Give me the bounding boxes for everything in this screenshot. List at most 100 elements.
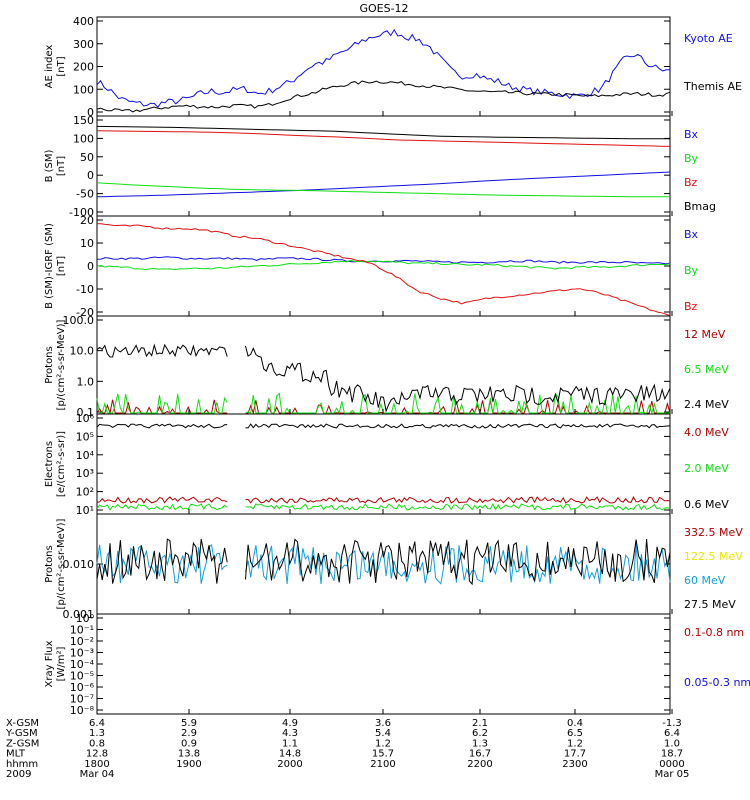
y-axis-label: Electrons: [44, 441, 55, 487]
axis-row-value: 17.7: [564, 749, 586, 760]
y-tick-label: 10⁵: [76, 430, 94, 443]
y-tick-label: 50: [80, 151, 94, 164]
axis-row-value: 2200: [467, 759, 492, 770]
legend-label: Bz: [684, 176, 698, 189]
y-tick-label: 10⁻⁴: [70, 658, 95, 671]
y-axis-label: Xray Flux: [44, 640, 55, 687]
panel-frame: [96, 413, 671, 515]
y-tick-label: 300: [73, 38, 94, 51]
axis-row-label: 2009: [6, 769, 31, 780]
panel-6: 0.010 0.001 Protons [p/(cm²-s-sr-MeV)] 332.5…: [44, 513, 743, 621]
y-tick-label: 10⁻²: [70, 635, 94, 648]
series-6-5-mev: [245, 392, 670, 415]
axis-row-value: 18.7: [661, 749, 683, 760]
plot-title: GOES-12: [359, 2, 408, 15]
y-tick-label: 100: [73, 83, 94, 96]
axis-row-value: 6.4: [89, 718, 105, 729]
axis-row-label: X-GSM: [6, 718, 39, 729]
legend-label: By: [684, 152, 699, 165]
y-tick-label: 200: [73, 61, 94, 74]
y-tick-label: 10⁻⁸: [70, 704, 95, 717]
axis-row-value: 6.2: [472, 728, 488, 739]
axis-row-label: Y-GSM: [5, 728, 38, 739]
axis-row-value: 2300: [562, 759, 587, 770]
legend-label: 6.5 MeV: [684, 363, 729, 376]
axis-row-value: 0.9: [181, 738, 197, 749]
y-tick-label: 10³: [76, 467, 94, 480]
axis-row-value: 2.1: [472, 718, 488, 729]
panel-frame: [96, 513, 671, 615]
legend-label: 27.5 MeV: [684, 598, 736, 611]
legend-label: 0.6 MeV: [684, 498, 729, 511]
axis-row-value: 5.4: [375, 728, 391, 739]
axis-row-value: 2100: [370, 759, 395, 770]
legend-label: 60 MeV: [684, 574, 726, 587]
axis-row-label: hhmm: [6, 759, 38, 770]
y-axis-label: Protons: [44, 346, 55, 383]
y-tick-label: 0.001: [63, 608, 95, 621]
series-by: [96, 182, 670, 198]
y-tick-label: 1.0: [77, 375, 95, 388]
axis-row-value: 1.3: [472, 738, 488, 749]
axis-row-value: 0.8: [89, 738, 105, 749]
series-27-5-mev: [96, 538, 228, 584]
axis-row-value: 1900: [176, 759, 201, 770]
series-60-mev: [245, 544, 671, 585]
legend-label: Bx: [684, 128, 699, 141]
panel-frame: [96, 613, 671, 715]
y-tick-label: 0: [87, 260, 94, 273]
y-axis-unit: [W/m²]: [56, 646, 67, 681]
y-tick-label: 0.1: [77, 406, 95, 419]
series-2-4-mev: [245, 345, 671, 413]
axis-row-value: 1.1: [282, 738, 298, 749]
series-60-mev: [96, 544, 228, 584]
y-tick-label: 0.010: [63, 558, 95, 571]
legend-label: Bmag: [684, 200, 716, 213]
y-axis-unit: [nT]: [56, 256, 67, 276]
legend-label: Themis AE: [683, 80, 742, 93]
legend-label: Bx: [684, 228, 699, 241]
axis-row-value: 12.8: [86, 749, 108, 760]
axis-row-value: 2.9: [181, 728, 197, 739]
axis-row-value: Mar 04: [80, 769, 115, 780]
y-tick-label: -50: [76, 188, 94, 201]
axis-row-value: 15.7: [372, 749, 394, 760]
legend-label: By: [684, 264, 699, 277]
axis-row-value: 13.8: [178, 749, 200, 760]
legend-label: 0.05-0.3 nm: [684, 676, 750, 689]
y-tick-label: 10⁶: [76, 412, 95, 425]
series-0-6-mev: [96, 423, 228, 429]
axis-row-value: 3.6: [375, 718, 391, 729]
series-bmag: [96, 125, 670, 140]
series-4-0-mev: [96, 496, 228, 504]
panel-3: 20 10 0 -10 -20 B (SM)-IGRF (SM) [nT] Bx By Bz: [44, 214, 699, 319]
axis-row-value: 1.2: [375, 738, 391, 749]
series-bx: [96, 171, 671, 198]
series-kyoto-ae: [96, 28, 670, 108]
y-tick-label: 100: [73, 132, 94, 145]
panel-frame: [96, 115, 671, 217]
y-tick-label: 10⁻⁷: [70, 693, 94, 706]
panel-4: 100.0 10.0 1.0 0.1 Protons [p/(cm²-s-sr-MeV)]…: [44, 314, 729, 419]
y-tick-label: 10: [80, 237, 94, 250]
y-tick-label: 10⁰: [76, 612, 95, 625]
legend-label: 2.4 MeV: [684, 398, 729, 411]
axis-row-value: 4.9: [282, 718, 298, 729]
axis-row-label: MLT: [6, 749, 26, 760]
series-bz: [96, 223, 671, 317]
y-axis-unit: [e/(cm²-s-sr)]: [56, 431, 67, 497]
y-tick-label: -100: [69, 206, 94, 219]
legend-label: Kyoto AE: [684, 32, 733, 45]
panel-1: 400 300 200 100 0 AE index [nT] Kyoto AE Themis …: [44, 15, 742, 119]
axis-row-value: 1.2: [567, 738, 583, 749]
panel-2: 150 100 50 0 -50 -100 B (SM) [nT] Bx By Bz Bmag: [44, 114, 716, 219]
series-2-0-mev: [96, 503, 228, 511]
legend-label: 4.0 MeV: [684, 426, 729, 439]
y-axis-unit: [p/(cm²-s-sr-MeV)]: [56, 319, 67, 410]
panel-5: 10⁶ 10⁵ 10⁴ 10³ 10² 10¹ Electrons [e/(cm²-s-sr)…: [44, 412, 729, 517]
legend-label: 0.1-0.8 nm: [684, 626, 744, 639]
y-tick-label: 10⁻³: [70, 647, 94, 660]
axis-row-value: Mar 05: [655, 769, 690, 780]
y-axis-label: Protons: [44, 545, 55, 582]
y-axis-unit: [p/(cm²-s-sr-MeV)]: [56, 518, 67, 609]
